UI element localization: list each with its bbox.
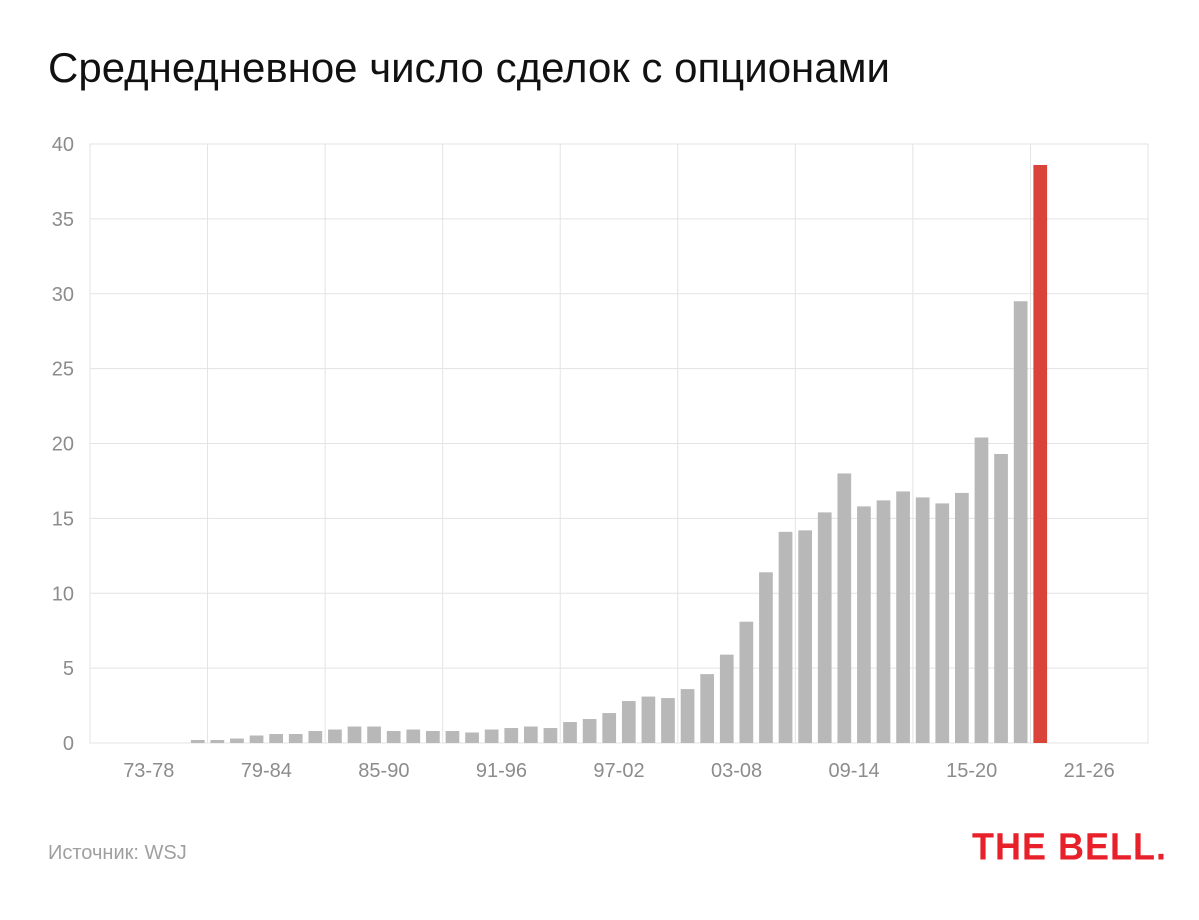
bar	[406, 729, 421, 743]
bars	[190, 164, 1048, 744]
y-tick-label: 35	[52, 209, 74, 231]
grid-lines	[89, 143, 1149, 744]
bar	[739, 621, 754, 743]
x-tick-label: 21-26	[1064, 760, 1115, 782]
bar	[876, 500, 891, 743]
bar	[896, 491, 910, 743]
bar	[249, 735, 264, 743]
chart-title: Среднедневное число сделок с опционами	[48, 44, 890, 91]
y-tick-label: 10	[52, 583, 74, 605]
bar	[994, 453, 1008, 743]
bar	[641, 696, 656, 743]
y-tick-label: 0	[63, 733, 74, 755]
bar	[386, 731, 401, 743]
bar	[288, 734, 303, 743]
y-tick-label: 15	[52, 508, 74, 530]
bar	[680, 689, 695, 743]
bar	[523, 726, 538, 743]
y-axis: 0 5 10 15 20 25 30 35 40	[52, 134, 74, 755]
x-tick-label: 03-08	[711, 760, 762, 782]
bar	[1013, 301, 1028, 743]
bar	[367, 726, 381, 743]
bar	[915, 497, 930, 743]
bar	[445, 731, 460, 743]
bar	[602, 713, 617, 743]
bar	[190, 740, 205, 743]
x-tick-label: 85-90	[358, 760, 409, 782]
bar	[621, 701, 636, 743]
bar	[837, 473, 852, 743]
x-tick-label: 15-20	[946, 760, 997, 782]
x-tick-label: 73-78	[123, 760, 174, 782]
bar	[700, 674, 715, 743]
x-axis: 73-78 79-84 85-90 91-96 97-02 03-08 09-14 15-20…	[123, 760, 1115, 782]
bar	[661, 698, 675, 743]
bar	[563, 722, 577, 743]
x-tick-label: 09-14	[829, 760, 880, 782]
bar	[328, 729, 342, 743]
bar	[759, 572, 773, 743]
bar	[543, 728, 558, 743]
bar	[974, 437, 989, 743]
bar	[935, 503, 950, 743]
bar	[308, 731, 323, 743]
bar	[210, 740, 225, 743]
bar	[798, 530, 812, 743]
bar	[582, 719, 597, 743]
y-tick-label: 20	[52, 434, 74, 456]
source-note: Источник: WSJ	[48, 842, 187, 864]
bar	[426, 731, 440, 743]
x-tick-label: 79-84	[241, 760, 292, 782]
brand-logo: THE BELL.	[972, 824, 1167, 868]
x-tick-label: 91-96	[476, 760, 527, 782]
bar	[719, 654, 734, 743]
bar	[857, 506, 871, 743]
bar	[504, 728, 519, 743]
y-tick-label: 5	[63, 658, 74, 680]
bar	[484, 729, 499, 743]
bar	[817, 512, 832, 743]
bar	[778, 531, 793, 743]
bar-highlight	[1033, 164, 1048, 744]
bar	[269, 734, 283, 743]
x-tick-label: 97-02	[593, 760, 644, 782]
bar	[955, 492, 969, 743]
y-tick-label: 25	[52, 359, 74, 381]
y-tick-label: 40	[52, 134, 74, 156]
y-tick-label: 30	[52, 284, 74, 306]
bar	[230, 738, 244, 743]
bar	[347, 726, 362, 743]
bar	[465, 732, 479, 743]
